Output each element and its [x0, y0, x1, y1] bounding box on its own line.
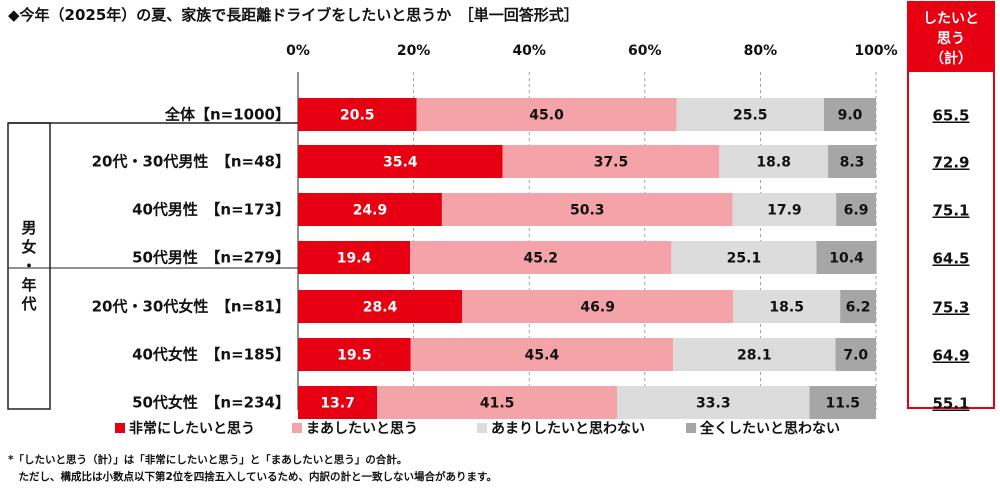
data-label: 10.4 [829, 251, 864, 267]
bar-segment [416, 98, 677, 131]
data-label: 33.3 [696, 396, 731, 412]
data-label: 37.5 [594, 155, 629, 171]
total-value: 64.9 [932, 347, 969, 365]
legend-label: 非常にしたいと思う [129, 420, 255, 437]
bar-segment [441, 193, 733, 226]
data-label: 19.5 [337, 348, 372, 364]
footnote-line-1: *「したいと思う（計）」は「非常にしたいと思う」と「まあしたいと思う」の合計。 [8, 454, 408, 466]
bar-segment [617, 386, 810, 419]
bar-segment [298, 290, 463, 323]
x-tick-label: 40% [512, 43, 546, 59]
bar-segment [840, 290, 876, 323]
data-label: 7.0 [843, 348, 868, 364]
data-label: 45.0 [529, 108, 564, 124]
category-label: 50代女性 【n=234】 [132, 394, 290, 412]
bar-segment [809, 386, 876, 419]
data-label: 45.4 [525, 348, 560, 364]
bar-segment [298, 145, 503, 178]
data-label: 28.1 [737, 348, 772, 364]
chart-title: ◆今年（2025年）の夏、家族で長距離ドライブをしたいと思うか ［単一回答形式］ [8, 6, 579, 24]
data-label: 18.5 [769, 300, 804, 316]
total-header-text: （計） [930, 50, 972, 67]
bar-segment [719, 145, 829, 178]
total-value: 64.5 [932, 250, 969, 268]
category-label: 50代男性 【n=279】 [132, 249, 290, 267]
legend-label: まあしたいと思う [306, 421, 418, 437]
bar-segment [377, 386, 618, 419]
footnote-line-2: ただし、構成比は小数点以下第2位を四捨五入しているため、内訳の計と一致しない場合… [8, 471, 497, 483]
total-column-header-bg [908, 2, 994, 72]
total-value: 75.3 [932, 299, 969, 317]
total-header-text: したいと [923, 11, 979, 27]
bar-segment [410, 338, 674, 371]
data-label: 25.5 [733, 108, 768, 124]
group-label-char: 代 [20, 295, 36, 313]
data-label: 6.9 [844, 203, 869, 219]
bar-segment [502, 145, 720, 178]
bar-segment [298, 386, 378, 419]
category-label: 40代男性 【n=173】 [132, 201, 290, 219]
legend-swatch [686, 423, 696, 433]
group-label-char: 女 [21, 238, 36, 256]
legend-swatch [477, 423, 487, 433]
bar-segment [298, 193, 442, 226]
group-label-char: 男 [21, 219, 36, 237]
data-label: 24.9 [353, 203, 388, 219]
total-value: 72.9 [932, 154, 969, 172]
bar-segment [671, 241, 817, 274]
data-label: 35.4 [383, 155, 418, 171]
x-tick-label: 20% [397, 43, 431, 59]
data-label: 17.9 [767, 203, 802, 219]
legend-label: あまりしたいと思わない [491, 421, 645, 437]
data-label: 18.8 [756, 155, 791, 171]
total-value: 55.1 [932, 395, 969, 413]
bar-segment [733, 290, 841, 323]
bar-segment [835, 338, 876, 371]
bar-segment [732, 193, 837, 226]
bar-segment [828, 145, 876, 178]
legend-swatch [292, 423, 302, 433]
category-label: 20代・30代男性 【n=48】 [92, 153, 290, 171]
data-label: 19.4 [337, 251, 372, 267]
data-label: 41.5 [480, 396, 515, 412]
data-label: 8.3 [840, 155, 865, 171]
category-label: 全体【n=1000】 [164, 106, 290, 124]
total-value: 75.1 [932, 202, 969, 220]
category-label: 20代・30代女性 【n=81】 [92, 298, 290, 316]
footnotes: *「したいと思う（計）」は「非常にしたいと思う」と「まあしたいと思う」の合計。 … [8, 452, 497, 486]
data-label: 13.7 [320, 396, 355, 412]
x-tick-label: 100% [854, 43, 897, 59]
bar-segment [676, 98, 824, 131]
data-label: 6.2 [846, 300, 871, 316]
group-label-char: ・ [21, 257, 36, 275]
total-header-text: 思う [937, 31, 965, 47]
bar-segment [410, 241, 672, 274]
legend-swatch [115, 423, 125, 433]
data-label: 28.4 [363, 300, 398, 316]
x-tick-label: 80% [744, 43, 778, 59]
data-label: 50.3 [570, 203, 605, 219]
data-label: 46.9 [580, 300, 615, 316]
data-label: 45.2 [523, 251, 558, 267]
group-label-char: 年 [21, 276, 36, 294]
bar-segment [298, 241, 411, 274]
group-frame [7, 122, 51, 410]
data-label: 9.0 [838, 108, 863, 124]
legend-label: 全くしたいと思わない [699, 420, 840, 437]
x-tick-label: 0% [286, 43, 310, 59]
stacked-bar-chart: 男女・年代 0% 20% 40% 60% 80% 100% 20.5 45.0 25.5 9.0… [7, 1, 995, 437]
data-label: 11.5 [825, 396, 860, 412]
data-label: 20.5 [340, 108, 375, 124]
bar-segment [673, 338, 836, 371]
data-label: 25.1 [727, 251, 762, 267]
bar-segment [298, 98, 417, 131]
category-label: 40代女性 【n=185】 [132, 346, 290, 364]
total-value: 65.5 [932, 107, 969, 125]
bar-segment [462, 290, 734, 323]
bar-segment [836, 193, 876, 226]
bar-segment [823, 98, 876, 131]
bar-segment [816, 241, 877, 274]
x-tick-label: 60% [628, 43, 662, 59]
bar-segment [298, 338, 411, 371]
